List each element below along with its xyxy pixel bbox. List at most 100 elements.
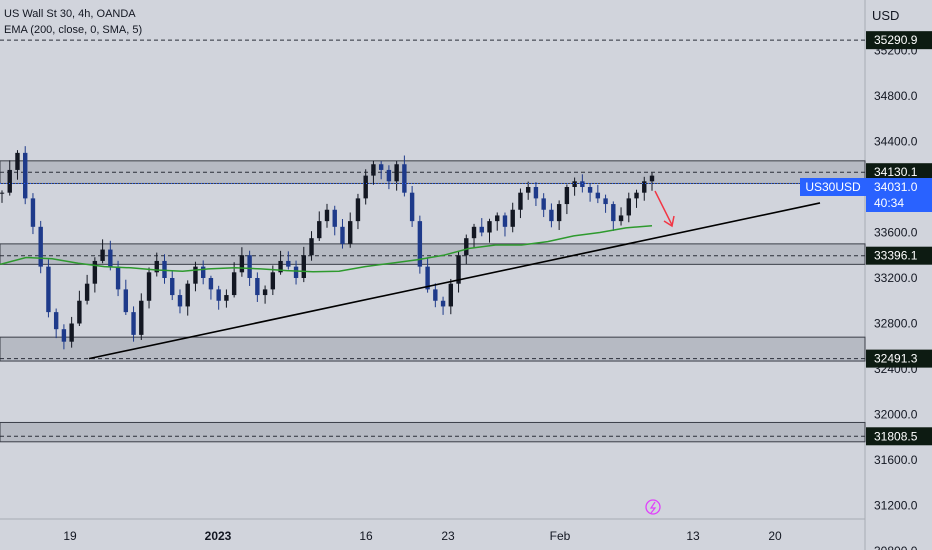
ema-line (0, 224, 653, 273)
current-price-tag: US30USD 34031.0 40:34 (800, 178, 932, 212)
candle-body (611, 204, 616, 222)
price-tick: 34400.0 (874, 135, 918, 149)
time-tick: 2023 (205, 529, 232, 543)
trendline[interactable] (88, 202, 821, 360)
candle-body (286, 260, 291, 267)
candle-body (425, 266, 430, 290)
candle-body (518, 192, 523, 210)
candle-body (456, 255, 461, 284)
candle-body (348, 221, 353, 244)
candle-body (479, 226, 484, 233)
candle-body (510, 209, 515, 227)
candle-body (38, 226, 43, 267)
candle-body (15, 152, 20, 170)
candle-body (580, 181, 585, 187)
candle-body (355, 198, 361, 222)
zone-4 (0, 421, 866, 443)
candle-body (433, 289, 438, 301)
projection-arrow (654, 190, 675, 228)
candle-body (525, 187, 531, 193)
candle-body (417, 221, 423, 267)
level-tag: 34130.1 (874, 165, 918, 179)
candle-body (293, 266, 299, 278)
price-tick: 32000.0 (874, 408, 918, 422)
symbol-tag: US30USD (805, 180, 861, 194)
currency-label: USD (872, 8, 899, 23)
candle-body (146, 272, 152, 301)
candlestick-series (0, 146, 655, 350)
candle-body (564, 187, 570, 205)
price-tag-bg (866, 178, 932, 212)
candle-body (386, 169, 392, 182)
price-tick: 33200.0 (874, 271, 918, 285)
candle-body (84, 283, 90, 301)
candle-body (108, 249, 113, 267)
candle-body (324, 209, 330, 222)
symbol-title: US Wall St 30, 4h, OANDA (4, 8, 136, 20)
candle-body (170, 278, 175, 296)
candle-body (262, 289, 268, 296)
candle-body (177, 295, 183, 307)
candle-body (618, 215, 624, 222)
time-axis: 19 2023 16 23 Feb 13 20 (63, 529, 782, 543)
level-tag-bg (866, 246, 932, 265)
price-tick: 30800.0 (874, 544, 918, 550)
lightning-icon[interactable] (645, 499, 661, 515)
candle-body (340, 226, 345, 244)
candle-body (46, 266, 51, 313)
candle-body (487, 221, 492, 233)
candle-body (255, 278, 260, 296)
level-tag: 35290.9 (874, 33, 918, 47)
candle-body (603, 198, 608, 205)
time-tick: 13 (686, 529, 700, 543)
time-tick: 23 (441, 529, 455, 543)
candle-body (595, 192, 601, 199)
level-tags: 35290.9 34130.1 33396.1 32491.3 31808.5 (866, 31, 932, 446)
countdown-tag: 40:34 (874, 196, 904, 210)
candle-body (317, 221, 322, 239)
candle-body (270, 272, 276, 290)
candle-body (131, 312, 136, 335)
level-tag: 31808.5 (874, 429, 918, 443)
level-tag: 33396.1 (874, 249, 918, 263)
level-tag-bg (866, 163, 932, 182)
candle-body (587, 187, 593, 193)
candle-body (216, 289, 221, 301)
candle-body (185, 283, 190, 307)
price-tag: 34031.0 (874, 180, 918, 194)
level-tag-bg (866, 31, 932, 50)
candle-body (642, 181, 647, 193)
candle-body (139, 300, 144, 335)
candle-body (464, 238, 469, 256)
candle-body (208, 278, 214, 290)
candle-body (7, 169, 12, 193)
time-tick: 20 (768, 529, 782, 543)
candle-body (92, 260, 98, 284)
zone-3 (0, 336, 866, 362)
symbol-tag-bg (800, 178, 866, 196)
candle-body (278, 260, 283, 273)
candle-body (309, 238, 314, 256)
candle-body (363, 175, 368, 199)
candle-body (649, 175, 655, 182)
candle-body (495, 215, 500, 222)
candle-body (123, 289, 129, 313)
candle-body (100, 249, 105, 261)
candle-body (193, 266, 198, 284)
level-tag-bg (866, 427, 932, 446)
candle-body (115, 266, 121, 290)
candle-body (69, 323, 74, 342)
time-tick: 19 (63, 529, 77, 543)
candle-body (471, 226, 477, 239)
level-tag: 32491.3 (874, 352, 918, 366)
candle-body (402, 164, 407, 193)
candle-body (224, 295, 229, 301)
candle-body (77, 300, 82, 324)
price-tick: 31200.0 (874, 499, 918, 513)
price-tick: 33600.0 (874, 226, 918, 240)
candle-body (53, 312, 59, 330)
candle-body (626, 198, 631, 216)
